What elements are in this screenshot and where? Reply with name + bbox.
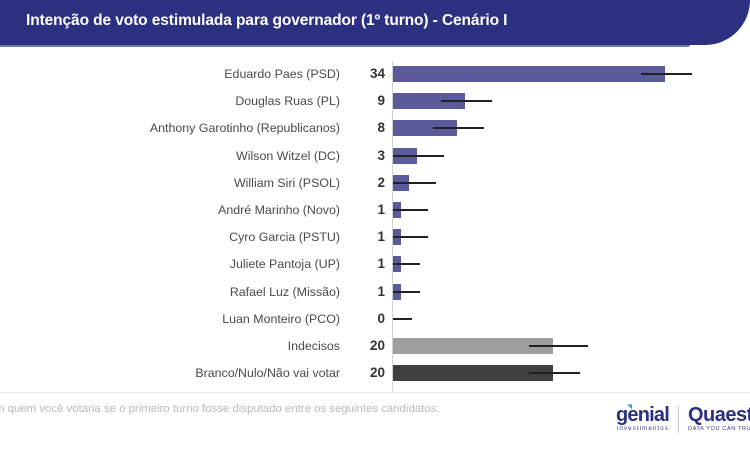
chart-row: William Siri (PSOL) 2 xyxy=(0,170,750,196)
bar xyxy=(393,66,665,82)
header-bar xyxy=(0,0,750,45)
row-value: 34 xyxy=(369,66,385,81)
row-label: Wilson Witzel (DC) xyxy=(236,148,340,163)
chart-row: Anthony Garotinho (Republicanos) 8 xyxy=(0,115,750,141)
row-value: 1 xyxy=(377,229,385,245)
row-value: 1 xyxy=(377,256,385,272)
row-value: 2 xyxy=(377,174,385,190)
error-bar xyxy=(393,317,413,320)
row-label: William Siri (PSOL) xyxy=(233,175,340,190)
chart-row: Indecisos 20 xyxy=(0,333,750,359)
error-bar xyxy=(393,154,445,157)
error-bar xyxy=(393,263,421,266)
chart-row: Branco/Nulo/Não vai votar 20 xyxy=(0,360,750,386)
genial-logo: genial investimentos xyxy=(616,404,678,433)
bar xyxy=(393,338,553,354)
row-value: 20 xyxy=(369,338,385,353)
footer-question-text: m quem você votaria se o primeiro turno … xyxy=(0,403,440,415)
page-title: Intenção de voto estimulada para governa… xyxy=(26,12,508,29)
genial-tick-icon xyxy=(627,404,632,410)
row-label: Cyro Garcia (PSTU) xyxy=(229,230,340,245)
error-bar xyxy=(433,127,485,130)
chart-row: Wilson Witzel (DC) 3 xyxy=(0,143,750,169)
logo-divider xyxy=(678,405,679,433)
error-bar xyxy=(529,345,589,347)
row-label: Anthony Garotinho (Republicanos) xyxy=(149,121,340,136)
row-value: 0 xyxy=(377,310,385,326)
row-label: Douglas Ruas (PL) xyxy=(235,94,340,109)
error-bar xyxy=(393,236,429,239)
quaest-logo-name: Quaest xyxy=(688,405,750,427)
error-bar xyxy=(641,73,693,75)
chart-row: Douglas Ruas (PL) 9 xyxy=(0,88,750,114)
chart-row: Cyro Garcia (PSTU) 1 xyxy=(0,224,750,250)
logo-strip: genial investimentos Quaest DATA YOU CAN… xyxy=(616,400,750,438)
row-label: Branco/Nulo/Não vai votar xyxy=(195,366,340,381)
error-bar xyxy=(393,290,421,293)
quaest-logo: Quaest DATA YOU CAN TRUST xyxy=(688,405,750,433)
row-label: Indecisos xyxy=(287,339,340,353)
bar-chart: Eduardo Paes (PSD) 34 Douglas Ruas (PL) 9 An… xyxy=(0,47,750,392)
footer-divider xyxy=(0,392,750,393)
row-value: 8 xyxy=(377,120,385,136)
chart-row: Eduardo Paes (PSD) 34 xyxy=(0,61,750,87)
row-value: 9 xyxy=(377,93,385,109)
header-underline xyxy=(0,45,690,47)
chart-axis-line xyxy=(392,61,393,391)
error-bar xyxy=(393,209,429,211)
error-bar xyxy=(441,100,493,103)
genial-logo-name: genial xyxy=(616,404,670,427)
row-value: 3 xyxy=(377,147,385,163)
row-label: André Marinho (Novo) xyxy=(218,203,340,217)
bar xyxy=(393,365,553,382)
row-label: Luan Monteiro (PCO) xyxy=(222,311,340,326)
quaest-logo-tagline: DATA YOU CAN TRUST xyxy=(688,426,750,433)
row-label: Juliete Pantoja (UP) xyxy=(229,257,340,272)
row-value: 20 xyxy=(369,365,385,381)
row-label: Rafael Luz (Missão) xyxy=(229,284,340,299)
error-bar xyxy=(529,372,581,375)
error-bar xyxy=(393,181,437,184)
row-value: 1 xyxy=(377,283,385,299)
genial-logo-tagline: investimentos xyxy=(616,425,669,433)
footer: m quem você votaria se o primeiro turno … xyxy=(0,392,750,450)
bar xyxy=(393,120,457,137)
row-label: Eduardo Paes (PSD) xyxy=(224,67,340,81)
bar xyxy=(393,93,465,110)
chart-row: Juliete Pantoja (UP) 1 xyxy=(0,251,750,277)
chart-row: André Marinho (Novo) 1 xyxy=(0,197,750,223)
row-value: 1 xyxy=(377,202,385,217)
chart-row: Rafael Luz (Missão) 1 xyxy=(0,279,750,305)
chart-row: Luan Monteiro (PCO) 0 xyxy=(0,306,750,332)
